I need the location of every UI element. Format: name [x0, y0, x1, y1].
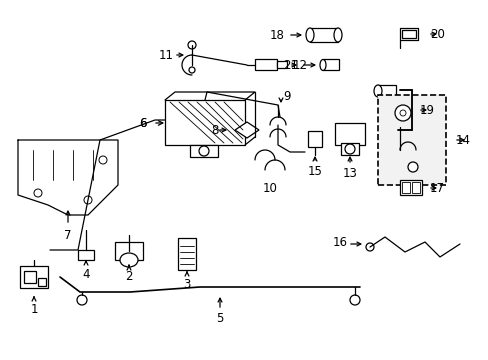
Polygon shape [235, 122, 259, 138]
Circle shape [407, 162, 417, 172]
Text: 18: 18 [269, 28, 285, 41]
Text: 21: 21 [283, 59, 297, 72]
Bar [334, 123, 364, 145]
Circle shape [77, 295, 87, 305]
Circle shape [34, 189, 42, 197]
Bar [254, 59, 276, 70]
Circle shape [399, 110, 405, 116]
Text: 19: 19 [419, 104, 434, 117]
Bar [377, 85, 395, 97]
Bar [178, 238, 196, 270]
Text: 13: 13 [342, 167, 357, 180]
Bar [377, 95, 445, 185]
Text: 2: 2 [125, 270, 132, 283]
Text: 1: 1 [30, 303, 38, 316]
Bar [20, 266, 48, 288]
Bar [411, 182, 419, 193]
Bar [307, 131, 321, 147]
Bar [38, 278, 46, 286]
Text: 3: 3 [183, 278, 190, 291]
Bar [340, 143, 358, 155]
Bar [399, 180, 421, 195]
Bar [115, 242, 142, 260]
Text: 11: 11 [159, 49, 174, 62]
Text: 7: 7 [64, 229, 72, 242]
Text: 5: 5 [216, 312, 223, 325]
Bar [190, 145, 218, 157]
Ellipse shape [333, 28, 341, 42]
Circle shape [189, 67, 195, 73]
Circle shape [349, 295, 359, 305]
Bar [391, 130, 409, 138]
Text: 6: 6 [139, 117, 147, 130]
Text: 8: 8 [211, 123, 219, 136]
Ellipse shape [120, 253, 138, 267]
Ellipse shape [305, 28, 313, 42]
Text: 16: 16 [332, 235, 347, 248]
Circle shape [394, 105, 410, 121]
Circle shape [99, 156, 107, 164]
Circle shape [345, 144, 354, 154]
Bar [309, 28, 337, 42]
Circle shape [187, 41, 196, 49]
Text: 12: 12 [292, 59, 307, 72]
Circle shape [84, 196, 92, 204]
Circle shape [365, 243, 373, 251]
Bar [401, 30, 415, 38]
Bar [24, 271, 36, 283]
Ellipse shape [373, 85, 381, 97]
Text: 14: 14 [455, 134, 470, 147]
Text: 17: 17 [429, 181, 444, 194]
Text: 9: 9 [283, 90, 290, 103]
Bar [323, 59, 338, 70]
Text: 6: 6 [139, 117, 147, 130]
Text: 10: 10 [262, 182, 277, 195]
Text: 4: 4 [82, 268, 90, 281]
Bar [164, 100, 244, 145]
Ellipse shape [319, 59, 325, 71]
Text: 20: 20 [429, 27, 444, 41]
Text: 15: 15 [307, 165, 322, 178]
Bar [401, 182, 409, 193]
Bar [276, 61, 286, 68]
Circle shape [199, 146, 208, 156]
Bar [78, 250, 94, 260]
